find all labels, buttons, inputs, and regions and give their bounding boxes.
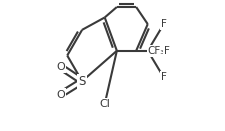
Text: CF₃: CF₃: [147, 46, 164, 56]
Text: F: F: [160, 19, 166, 29]
Text: O: O: [56, 89, 65, 100]
Text: O: O: [56, 62, 65, 72]
Text: F: F: [163, 46, 169, 56]
Text: S: S: [78, 75, 86, 88]
Text: F: F: [160, 72, 166, 82]
Text: Cl: Cl: [99, 99, 110, 109]
